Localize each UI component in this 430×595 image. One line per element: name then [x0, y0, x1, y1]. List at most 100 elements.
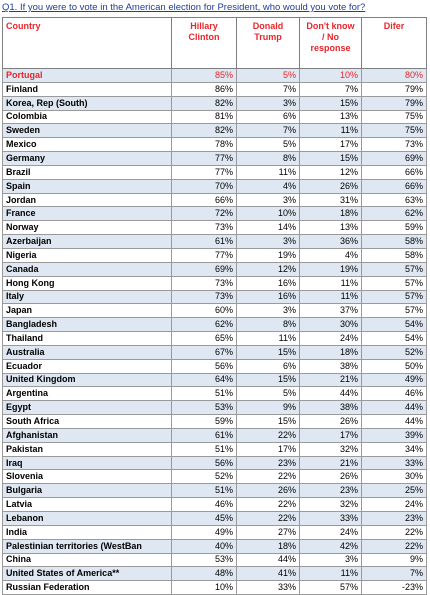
differ-cell: 75% — [361, 123, 427, 139]
country-cell: Bulgaria — [2, 483, 172, 499]
dontknow-cell: 21% — [299, 455, 362, 471]
dontknow-cell: 19% — [299, 261, 362, 277]
country-cell: China — [2, 552, 172, 568]
clinton-cell: 52% — [171, 469, 237, 485]
trump-cell: 17% — [236, 441, 300, 457]
dontknow-cell: 26% — [299, 414, 362, 429]
dontknow-cell: 26% — [299, 469, 362, 485]
trump-cell: 3% — [236, 303, 300, 319]
country-cell: Jordan — [2, 192, 172, 208]
header-dontknow-line: response — [310, 43, 351, 53]
dontknow-cell: 18% — [299, 206, 362, 222]
country-cell: Iraq — [2, 455, 172, 471]
trump-cell: 23% — [236, 455, 300, 471]
differ-cell: 50% — [361, 358, 427, 374]
dontknow-cell: 24% — [299, 524, 362, 540]
clinton-cell: 77% — [171, 164, 237, 180]
trump-cell: 5% — [236, 137, 300, 153]
clinton-cell: 86% — [171, 81, 237, 97]
table-row: China 53% 44% 3% 9% — [2, 552, 427, 568]
differ-cell: 58% — [361, 234, 427, 249]
country-cell: India — [2, 524, 172, 540]
differ-cell: 58% — [361, 247, 427, 263]
country-cell: Sweden — [2, 123, 172, 139]
country-cell: Russian Federation — [2, 580, 172, 595]
table-row: Latvia 46% 22% 32% 24% — [2, 497, 427, 512]
trump-cell: 19% — [236, 247, 300, 263]
differ-cell: 57% — [361, 261, 427, 277]
trump-cell: 27% — [236, 524, 300, 540]
differ-cell: 23% — [361, 511, 427, 526]
country-cell: Mexico — [2, 137, 172, 153]
table-row: Azerbaijan 61% 3% 36% 58% — [2, 234, 427, 249]
dontknow-cell: 57% — [299, 580, 362, 595]
clinton-cell: 78% — [171, 137, 237, 153]
dontknow-cell: 7% — [299, 81, 362, 97]
clinton-cell: 51% — [171, 441, 237, 457]
header-country: Country — [2, 17, 172, 69]
differ-cell: 54% — [361, 331, 427, 346]
dontknow-cell: 12% — [299, 164, 362, 180]
table-row: Nigeria 77% 19% 4% 58% — [2, 247, 427, 263]
differ-cell: 46% — [361, 386, 427, 402]
table-row: Korea, Rep (South) 82% 3% 15% 79% — [2, 95, 427, 111]
country-cell: Latvia — [2, 497, 172, 512]
table-row: Germany 77% 8% 15% 69% — [2, 151, 427, 166]
dontknow-cell: 13% — [299, 109, 362, 125]
table-row: Mexico 78% 5% 17% 73% — [2, 137, 427, 153]
trump-cell: 16% — [236, 275, 300, 291]
trump-cell: 22% — [236, 427, 300, 443]
dontknow-cell: 4% — [299, 247, 362, 263]
clinton-cell: 40% — [171, 538, 237, 554]
country-cell: Portugal — [2, 68, 172, 83]
differ-cell: -23% — [361, 580, 427, 595]
dontknow-cell: 31% — [299, 192, 362, 208]
differ-cell: 66% — [361, 178, 427, 194]
table-row: Portugal 85% 5% 10% 80% — [2, 68, 427, 83]
table-row: Palestinian territories (WestBan 40% 18% 42… — [2, 538, 427, 554]
dontknow-cell: 42% — [299, 538, 362, 554]
table-row: Hong Kong 73% 16% 11% 57% — [2, 275, 427, 291]
clinton-cell: 77% — [171, 151, 237, 166]
table-row: Australia 67% 15% 18% 52% — [2, 344, 427, 360]
trump-cell: 6% — [236, 109, 300, 125]
header-clinton-line: Hillary — [190, 21, 218, 31]
trump-cell: 11% — [236, 331, 300, 346]
differ-cell: 57% — [361, 303, 427, 319]
country-cell: Ecuador — [2, 358, 172, 374]
clinton-cell: 51% — [171, 483, 237, 499]
country-cell: Lebanon — [2, 511, 172, 526]
table-row: Brazil 77% 11% 12% 66% — [2, 164, 427, 180]
country-cell: Argentina — [2, 386, 172, 402]
trump-cell: 3% — [236, 192, 300, 208]
clinton-cell: 49% — [171, 524, 237, 540]
differ-cell: 34% — [361, 441, 427, 457]
trump-cell: 26% — [236, 483, 300, 499]
clinton-cell: 65% — [171, 331, 237, 346]
clinton-cell: 66% — [171, 192, 237, 208]
dontknow-cell: 38% — [299, 400, 362, 416]
header-dontknow-line: Don't know — [306, 21, 355, 31]
trump-cell: 8% — [236, 151, 300, 166]
table-row: Spain 70% 4% 26% 66% — [2, 178, 427, 194]
dontknow-cell: 26% — [299, 178, 362, 194]
clinton-cell: 70% — [171, 178, 237, 194]
country-cell: United Kingdom — [2, 372, 172, 388]
header-dontknow-line: / No — [322, 32, 339, 42]
table-row: France 72% 10% 18% 62% — [2, 206, 427, 222]
differ-cell: 22% — [361, 524, 427, 540]
clinton-cell: 56% — [171, 455, 237, 471]
trump-cell: 4% — [236, 178, 300, 194]
trump-cell: 5% — [236, 68, 300, 83]
trump-cell: 18% — [236, 538, 300, 554]
dontknow-cell: 30% — [299, 317, 362, 333]
trump-cell: 7% — [236, 123, 300, 139]
clinton-cell: 46% — [171, 497, 237, 512]
clinton-cell: 64% — [171, 372, 237, 388]
trump-cell: 12% — [236, 261, 300, 277]
dontknow-cell: 13% — [299, 220, 362, 236]
table-row: Finland 86% 7% 7% 79% — [2, 81, 427, 97]
dontknow-cell: 23% — [299, 483, 362, 499]
header-trump-line: Donald — [252, 21, 284, 31]
